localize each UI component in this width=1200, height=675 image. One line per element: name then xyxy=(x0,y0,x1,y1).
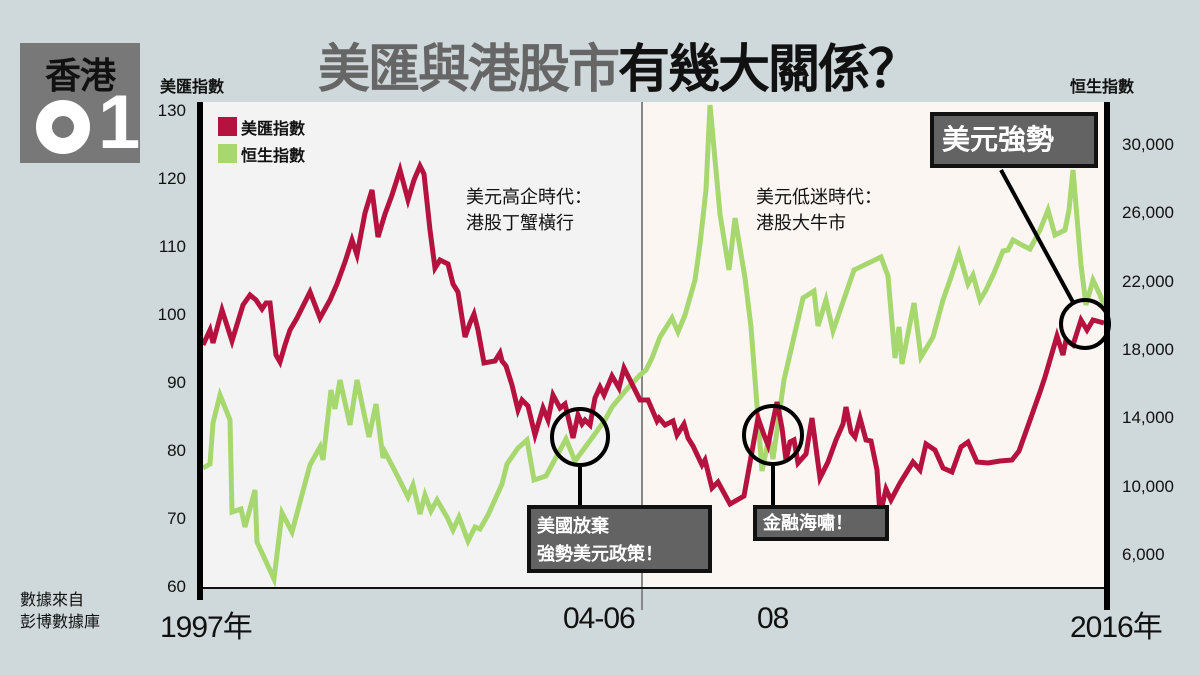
left-tick-80: 80 xyxy=(167,441,186,460)
right-tick-30000: 30,000 xyxy=(1122,135,1174,154)
x-tick-2016: 2016年 xyxy=(1070,611,1163,644)
note-high-dollar-era: 美元高企時代： 港股丁蟹橫行 xyxy=(466,185,592,237)
right-tick-10000: 10,000 xyxy=(1122,477,1174,496)
logo-one: 1 xyxy=(98,80,141,165)
legend-swatch-usd xyxy=(218,117,237,136)
right-tick-26000: 26,000 xyxy=(1122,203,1174,222)
highlight-circle-2015 xyxy=(1059,298,1111,350)
source-line-1: 數據來自 xyxy=(20,590,85,609)
legend-label-usd: 美匯指數 xyxy=(241,118,306,138)
usd-index-line xyxy=(200,160,1105,516)
left-tick-90: 90 xyxy=(167,373,186,392)
legend-item-usd: 美匯指數 xyxy=(218,113,305,140)
left-axis-title: 美匯指數 xyxy=(160,77,225,96)
x-tick-04-06: 04-06 xyxy=(563,602,636,635)
callout-abandon-line-2: 強勢美元政策！ xyxy=(537,544,663,565)
chart-title: 美匯與港股市有幾大關係？ xyxy=(318,38,920,102)
logo: 香港 1 xyxy=(20,43,140,163)
note-high-line-2: 港股丁蟹橫行 xyxy=(466,213,574,234)
chart-legend: 美匯指數 恒生指數 xyxy=(218,113,305,167)
source-line-2: 彭博數據庫 xyxy=(20,612,101,631)
hsi-line xyxy=(201,104,1107,589)
right-axis-title: 恒生指數 xyxy=(1070,77,1135,96)
right-tick-18000: 18,000 xyxy=(1122,340,1174,359)
callout-financial-tsunami: 金融海嘯！ xyxy=(753,505,889,541)
left-tick-70: 70 xyxy=(167,509,186,528)
logo-text: 香港 xyxy=(44,56,116,97)
right-tick-14000: 14,000 xyxy=(1122,408,1174,427)
note-low-line-2: 港股大牛市 xyxy=(756,213,846,234)
legend-item-hsi: 恒生指數 xyxy=(218,140,305,167)
left-tick-130: 130 xyxy=(157,101,186,120)
right-tick-22000: 22,000 xyxy=(1122,272,1174,291)
legend-label-hsi: 恒生指數 xyxy=(241,145,306,165)
left-tick-100: 100 xyxy=(157,305,186,324)
legend-swatch-hsi xyxy=(218,144,237,163)
callout-abandon-strong-dollar: 美國放棄 強勢美元政策！ xyxy=(527,505,712,573)
callout-connector-2015 xyxy=(999,169,1076,305)
right-tick-6000: 6,000 xyxy=(1122,545,1165,564)
left-tick-110: 110 xyxy=(158,237,186,256)
callout-abandon-line-1: 美國放棄 xyxy=(537,516,609,537)
note-high-line-1: 美元高企時代： xyxy=(466,187,592,208)
callout-strong-dollar: 美元強勢 xyxy=(930,112,1098,168)
logo-zero-ring xyxy=(36,100,90,154)
data-source: 數據來自 彭博數據庫 xyxy=(20,589,100,633)
note-low-dollar-era: 美元低迷時代： 港股大牛市 xyxy=(756,185,882,237)
x-tick-08: 08 xyxy=(757,602,789,635)
left-tick-60: 60 xyxy=(167,577,186,596)
title-part-2: 有幾大關係？ xyxy=(618,40,920,100)
title-part-1: 美匯與港股市 xyxy=(318,40,620,100)
x-tick-1997: 1997年 xyxy=(160,611,253,644)
left-tick-120: 120 xyxy=(157,169,186,188)
note-low-line-1: 美元低迷時代： xyxy=(756,187,882,208)
